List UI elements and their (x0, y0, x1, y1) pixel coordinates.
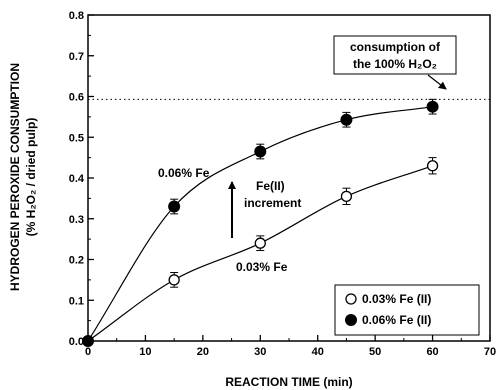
x-axis-title: REACTION TIME (min) (225, 375, 352, 389)
error-bars (170, 98, 437, 288)
y-tick-label: 0.0 (69, 336, 84, 348)
x-tick-label: 50 (369, 346, 381, 358)
legend-label-006: 0.06% Fe (II) (362, 313, 431, 327)
annotation-increment-line2: increment (244, 196, 301, 210)
y-tick-label: 0.1 (69, 295, 84, 307)
consumption-annotation-line2: the 100% H₂O₂ (353, 57, 437, 71)
annotation-fe-006: 0.06% Fe (158, 166, 210, 180)
y-axis-title-line2: (% H₂O₂ / dried pulp) (24, 118, 38, 237)
data-point-series-0 (426, 160, 439, 172)
annotation-increment-line1: Fe(II) (256, 179, 285, 193)
fit-curve-series-1 (87, 106, 433, 342)
legend-box (334, 284, 480, 336)
legend-marker-open-circle (345, 293, 357, 305)
x-tick-label: 60 (426, 346, 438, 358)
data-point-series-0 (254, 237, 266, 249)
y-tick-label: 0.8 (69, 10, 84, 22)
x-tick-label: 30 (254, 346, 266, 358)
x-tick-label: 70 (484, 346, 496, 358)
annotation-fe-003: 0.03% Fe (236, 260, 288, 274)
x-tick-label: 20 (197, 346, 209, 358)
data-point-series-1 (340, 113, 353, 126)
consumption-annotation-box (333, 35, 457, 75)
y-tick-label: 0.2 (69, 255, 84, 267)
data-point-series-1 (254, 145, 267, 158)
consumption-arrow (427, 74, 447, 90)
x-tick-label: 40 (312, 346, 324, 358)
data-point-series-0 (168, 274, 180, 286)
y-axis-title-line1: HYDROGEN PEROXIDE CONSUMPTION (8, 63, 22, 291)
y-tick-label: 0.3 (69, 214, 84, 226)
y-tick-label: 0.4 (69, 173, 85, 185)
y-tick-label: 0.5 (69, 132, 84, 144)
y-tick-label: 0.6 (69, 92, 84, 104)
consumption-annotation-line1: consumption of (350, 40, 441, 54)
x-tick-label: 10 (139, 346, 151, 358)
axis-ticks: 0 10 20 30 40 50 60 70 0.0 0.1 0.2 0.3 0.4 0.5 0.6 0.7 0… (69, 10, 496, 358)
y-tick-label: 0.7 (69, 51, 84, 63)
legend-marker-filled-circle (345, 314, 357, 326)
legend-label-003: 0.03% Fe (II) (362, 292, 431, 306)
data-point-series-1 (168, 200, 181, 213)
data-point-series-0 (340, 190, 353, 202)
x-tick-label: 0 (85, 346, 91, 358)
data-point-series-1 (426, 100, 439, 113)
